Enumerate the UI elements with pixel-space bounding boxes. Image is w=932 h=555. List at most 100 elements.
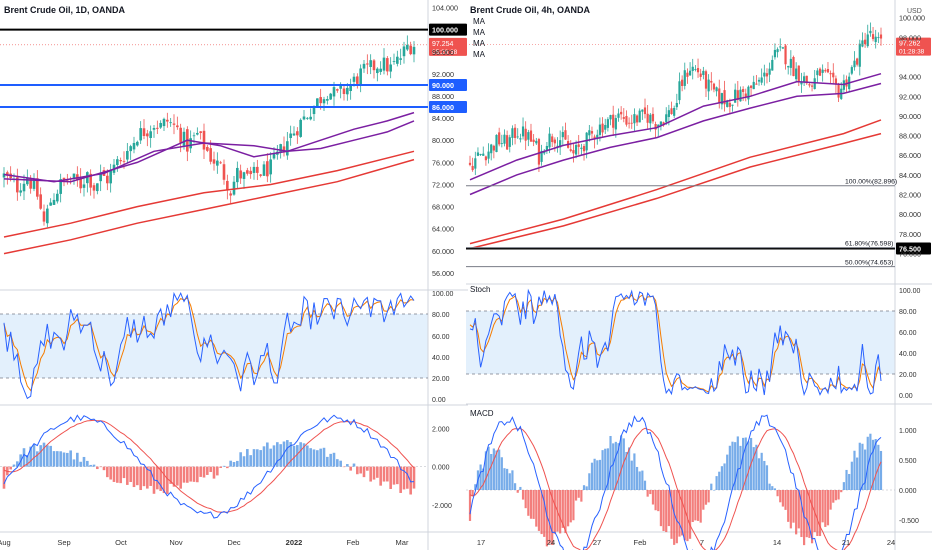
left-candle-body xyxy=(359,68,362,84)
right-candle-body xyxy=(837,84,840,98)
right-macd-hist-bar xyxy=(850,461,853,490)
left-macd-hist-bar xyxy=(32,444,36,467)
right-macd-hist-bar xyxy=(694,490,697,521)
right-candle-body xyxy=(712,83,716,90)
left-macd-hist-bar xyxy=(176,466,179,486)
left-macd-hist-bar xyxy=(12,464,16,467)
left-macd-hist-bar xyxy=(79,461,82,467)
right-candle-body xyxy=(532,139,535,142)
left-moving-average-3 xyxy=(3,150,415,238)
right-candle-body xyxy=(747,86,750,100)
right-candle-body xyxy=(641,109,644,112)
right-time-tick-label: 24 xyxy=(887,538,895,547)
left-candle-body xyxy=(202,130,206,150)
left-macd-hist-bar xyxy=(26,455,29,467)
right-macd-hist-bar xyxy=(521,490,525,500)
left-macd-hist-bar xyxy=(259,450,262,467)
left-macd-hist-bar xyxy=(199,466,202,477)
right-macd-hist-bar xyxy=(604,448,607,490)
left-macd-hist-bar xyxy=(412,466,416,489)
left-macd-hist-bar xyxy=(2,466,6,489)
right-candle-body xyxy=(545,145,548,151)
right-last-price-countdown: 01:28:38 xyxy=(899,49,925,56)
left-macd-hist-bar xyxy=(396,466,399,485)
right-macd-hist-bar xyxy=(540,490,543,535)
right-candle-body xyxy=(784,45,787,65)
right-macd-hist-bar xyxy=(529,490,533,519)
right-candle-body xyxy=(596,134,599,139)
left-price-tick-label: 84.000 xyxy=(432,114,454,123)
right-candle-body xyxy=(715,87,718,92)
left-price-tick-label: 92.000 xyxy=(432,70,454,79)
right-candle-body xyxy=(821,69,824,73)
left-macd-hist-bar xyxy=(306,445,309,467)
right-macd-tick-label: 1.000 xyxy=(899,428,917,435)
left-candle-body xyxy=(402,46,406,57)
left-candle-body xyxy=(346,87,349,95)
left-macd-hist-bar xyxy=(302,443,306,467)
right-macd-hist-bar xyxy=(779,490,782,503)
right-candle-body xyxy=(492,145,495,151)
right-candle-body xyxy=(670,108,673,115)
right-candle-body xyxy=(627,122,631,124)
left-macd-hist-bar xyxy=(362,466,366,478)
right-moving-average-1 xyxy=(469,72,882,181)
left-candle-body xyxy=(192,135,196,137)
right-price-tick-label: 94.000 xyxy=(899,73,921,82)
left-level-label: 100.000 xyxy=(432,26,458,35)
right-candle-body xyxy=(704,71,708,89)
right-candle-body xyxy=(856,58,859,65)
right-candle-body xyxy=(773,49,777,58)
right-candle-body xyxy=(657,124,660,128)
right-macd-hist-bar xyxy=(842,482,845,490)
left-candle-body xyxy=(56,193,59,202)
right-candle-body xyxy=(765,73,769,77)
left-macd-hist-bar xyxy=(232,462,236,467)
left-macd-hist-bar xyxy=(106,466,109,478)
right-macd-hist-bar xyxy=(678,490,681,537)
right-candle-body xyxy=(871,34,875,40)
right-time-tick-label: 7 xyxy=(700,538,704,547)
left-candle-body xyxy=(156,127,159,129)
right-macd-hist-bar xyxy=(848,473,851,490)
right-macd-hist-bar xyxy=(861,443,864,490)
right-candle-body xyxy=(638,110,641,123)
right-candle-body xyxy=(832,72,835,78)
left-candle-body xyxy=(339,85,342,89)
right-time-tick-label: 24 xyxy=(547,538,555,547)
left-macd-hist-bar xyxy=(202,466,206,478)
right-time-tick-label: 21 xyxy=(842,538,850,547)
right-macd-hist-bar xyxy=(490,453,493,490)
right-candle-body xyxy=(789,58,792,68)
left-candle-body xyxy=(62,177,66,181)
right-candle-body xyxy=(686,72,689,77)
ma-legend-2: MA xyxy=(473,28,486,37)
left-moving-average-4 xyxy=(3,158,415,255)
left-macd-hist-bar xyxy=(212,466,216,479)
right-candle-body xyxy=(718,88,721,104)
left-macd-hist-bar xyxy=(289,442,292,467)
right-time-tick-label: 27 xyxy=(593,538,601,547)
left-candle-body xyxy=(169,122,172,124)
right-candle-body xyxy=(580,147,583,149)
right-macd-hist-bar xyxy=(715,476,718,490)
left-candle-body xyxy=(412,46,416,55)
right-price-tick-label: 86.000 xyxy=(899,151,921,160)
right-macd-hist-bar xyxy=(688,490,692,539)
left-macd-hist-bar xyxy=(326,456,329,467)
right-macd-hist-bar xyxy=(598,459,602,490)
ma-legend-1: MA xyxy=(473,17,486,26)
right-candle-body xyxy=(728,102,731,107)
left-macd-hist-bar xyxy=(89,464,92,467)
left-candle-body xyxy=(42,211,46,222)
right-macd-hist-bar xyxy=(726,454,729,490)
right-candle-body xyxy=(490,144,493,154)
right-candle-body xyxy=(585,132,588,151)
left-candle-body xyxy=(376,68,379,74)
left-stoch-tick-label: 80.00 xyxy=(432,312,450,319)
right-candle-body xyxy=(604,124,607,130)
right-candle-body xyxy=(524,128,527,141)
right-candle-body xyxy=(673,107,676,116)
left-macd-hist-bar xyxy=(286,440,289,467)
left-macd-hist-bar xyxy=(222,465,226,467)
